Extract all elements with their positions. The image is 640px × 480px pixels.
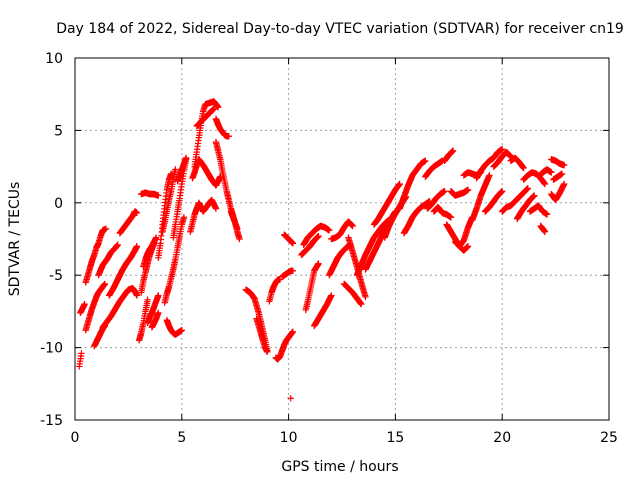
data-point bbox=[212, 205, 220, 212]
data-point bbox=[464, 186, 472, 193]
grid-lines bbox=[75, 58, 609, 420]
data-point bbox=[234, 225, 241, 233]
data-point bbox=[449, 147, 457, 154]
data-point bbox=[152, 234, 160, 241]
x-tick-label: 25 bbox=[600, 430, 618, 446]
data-point bbox=[541, 228, 549, 235]
y-tick-label: -5 bbox=[49, 268, 63, 284]
data-point bbox=[133, 292, 141, 299]
y-tick-label: 0 bbox=[54, 196, 63, 212]
axis-ticks: 0 5 10 15 20 25 -15 -10 -5 0 5 10 bbox=[40, 51, 618, 446]
data-point bbox=[520, 164, 527, 172]
data-point bbox=[210, 105, 218, 112]
data-point bbox=[548, 169, 555, 176]
data-point bbox=[464, 243, 472, 250]
x-tick-label: 15 bbox=[386, 430, 404, 446]
y-axis-label: SDTVAR / TECUs bbox=[7, 182, 23, 297]
data-point bbox=[541, 180, 549, 188]
data-point bbox=[155, 192, 162, 199]
data-point bbox=[225, 132, 232, 140]
data-point bbox=[315, 260, 322, 267]
data-point bbox=[236, 235, 243, 243]
data-point bbox=[315, 232, 322, 240]
data-point bbox=[180, 214, 188, 221]
data-point bbox=[447, 214, 455, 221]
x-axis-label: GPS time / hours bbox=[281, 459, 398, 475]
data-point bbox=[102, 225, 110, 233]
data-point bbox=[264, 348, 271, 356]
chart-title: Day 184 of 2022, Sidereal Day-to-day VTE… bbox=[56, 21, 624, 37]
data-point bbox=[396, 180, 403, 188]
data-point bbox=[358, 300, 365, 308]
data-point bbox=[422, 157, 429, 165]
data-point bbox=[289, 267, 297, 275]
data-point bbox=[289, 240, 297, 247]
plot-frame bbox=[74, 57, 610, 421]
data-point bbox=[78, 350, 85, 357]
data-point bbox=[155, 309, 162, 317]
y-tick-label: 10 bbox=[45, 51, 63, 67]
data-point bbox=[81, 300, 88, 308]
data-point bbox=[133, 243, 141, 250]
data-point bbox=[362, 293, 369, 301]
x-tick-label: 5 bbox=[177, 430, 186, 446]
data-point bbox=[133, 209, 141, 217]
data-point bbox=[524, 185, 532, 192]
data-point bbox=[182, 154, 190, 162]
data-point bbox=[289, 328, 297, 335]
data-point bbox=[499, 188, 506, 195]
data-point bbox=[349, 222, 356, 230]
data-point bbox=[287, 395, 294, 402]
y-tick-label: 5 bbox=[54, 123, 63, 139]
x-tick-label: 20 bbox=[493, 430, 511, 446]
data-point bbox=[531, 192, 538, 199]
data-point bbox=[144, 296, 151, 304]
data-point bbox=[328, 292, 335, 299]
y-tick-label: -10 bbox=[40, 341, 63, 357]
data-point bbox=[543, 211, 551, 218]
data-point bbox=[560, 161, 568, 169]
data-point bbox=[178, 327, 185, 334]
data-point bbox=[325, 227, 333, 234]
data-point bbox=[441, 188, 448, 195]
data-point bbox=[101, 280, 109, 288]
data-point bbox=[499, 146, 506, 153]
x-tick-label: 0 bbox=[71, 430, 80, 446]
y-tick-label: -15 bbox=[40, 413, 63, 429]
data-point bbox=[558, 170, 566, 178]
data-point bbox=[155, 292, 162, 299]
data-point bbox=[214, 104, 222, 111]
data-point bbox=[172, 166, 179, 173]
x-tick-label: 10 bbox=[280, 430, 298, 446]
data-point bbox=[114, 241, 121, 248]
data-points bbox=[76, 98, 568, 402]
data-point bbox=[486, 172, 493, 179]
data-point bbox=[560, 180, 568, 188]
